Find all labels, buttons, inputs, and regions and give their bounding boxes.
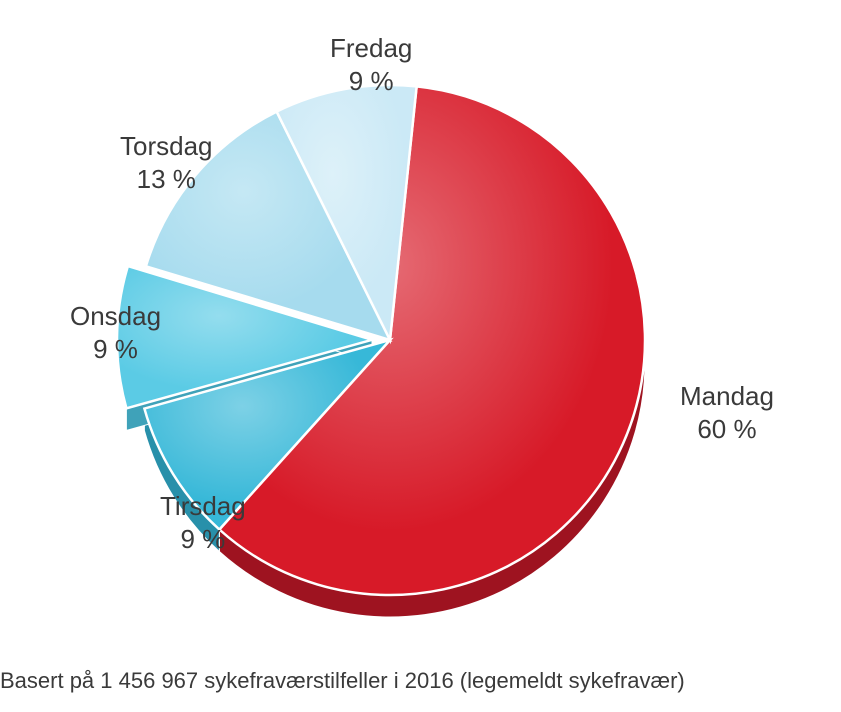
chart-caption: Basert på 1 456 967 sykefraværstilfeller… [0, 668, 685, 694]
slice-label-tirsdag: Tirsdag9 % [160, 490, 246, 555]
pie-chart-container: Mandag60 % Tirsdag9 % Onsdag9 % Torsdag1… [0, 0, 841, 712]
slice-label-mandag: Mandag60 % [680, 380, 774, 445]
slice-label-onsdag: Onsdag9 % [70, 300, 161, 365]
slice-label-fredag: Fredag9 % [330, 32, 412, 97]
slice-label-torsdag: Torsdag13 % [120, 130, 213, 195]
